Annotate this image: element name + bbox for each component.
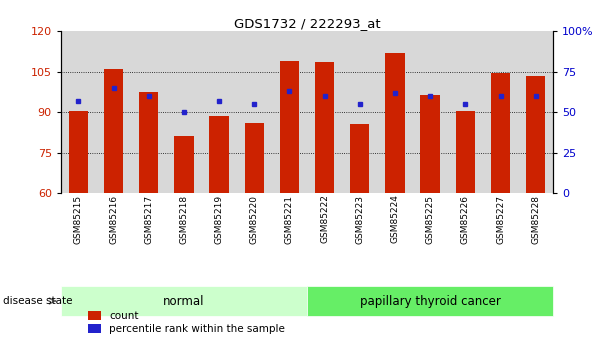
Bar	[491, 73, 510, 193]
Text: normal: normal	[163, 295, 205, 307]
Bar	[209, 116, 229, 193]
Bar	[167, 31, 201, 193]
Bar	[61, 31, 96, 193]
Bar	[315, 62, 334, 193]
Bar	[244, 123, 264, 193]
Bar	[272, 31, 307, 193]
Bar	[455, 111, 475, 193]
Bar	[385, 53, 405, 193]
Bar	[518, 31, 553, 193]
Bar	[201, 31, 237, 193]
Bar	[526, 76, 545, 193]
Bar	[342, 31, 378, 193]
Bar	[280, 61, 299, 193]
Bar	[139, 92, 159, 193]
Bar	[307, 31, 342, 193]
Bar	[131, 31, 167, 193]
Title: GDS1732 / 222293_at: GDS1732 / 222293_at	[233, 17, 381, 30]
Bar	[104, 69, 123, 193]
Bar	[96, 31, 131, 193]
Bar	[350, 124, 370, 193]
Bar	[447, 31, 483, 193]
Bar	[174, 136, 193, 193]
Bar	[69, 111, 88, 193]
Bar	[421, 95, 440, 193]
Text: disease state: disease state	[3, 296, 72, 306]
Bar	[483, 31, 518, 193]
Bar	[413, 31, 447, 193]
Legend: count, percentile rank within the sample: count, percentile rank within the sample	[85, 307, 289, 338]
Bar	[378, 31, 413, 193]
Text: papillary thyroid cancer: papillary thyroid cancer	[360, 295, 500, 307]
Bar	[237, 31, 272, 193]
